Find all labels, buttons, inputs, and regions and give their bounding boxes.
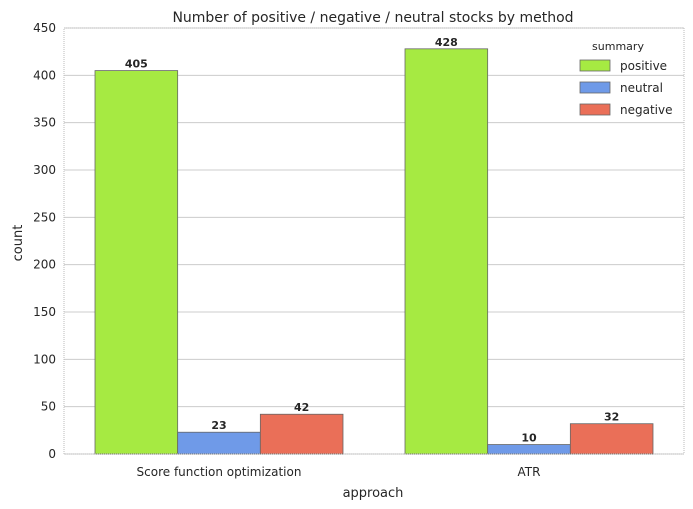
plot-frame bbox=[63, 27, 685, 455]
bar-neutral-0 bbox=[177, 431, 261, 455]
x-tick-label: ATR bbox=[518, 465, 541, 479]
y-tick-label: 50 bbox=[41, 400, 56, 414]
bar-neutral-1 bbox=[487, 444, 571, 455]
bar-value-label: 23 bbox=[211, 419, 226, 432]
legend-label-positive: positive bbox=[620, 59, 667, 73]
bar-negative-1 bbox=[569, 423, 654, 455]
bar-positive-0 bbox=[94, 70, 179, 455]
bar-value-label: 42 bbox=[294, 401, 309, 414]
y-axis-label: count bbox=[11, 225, 26, 262]
legend-swatch-positive bbox=[579, 59, 611, 72]
legend-swatch-neutral bbox=[579, 81, 611, 94]
y-tick-label: 0 bbox=[48, 447, 56, 461]
bar-negative-0 bbox=[259, 413, 344, 455]
x-axis-label: approach bbox=[343, 486, 404, 501]
legend: summary positive neutral negative bbox=[579, 40, 672, 117]
legend-title: summary bbox=[592, 40, 644, 53]
y-tick-label: 250 bbox=[33, 210, 56, 224]
y-tick-label: 450 bbox=[33, 21, 56, 35]
legend-label-neutral: neutral bbox=[620, 81, 663, 95]
x-tick-label: Score function optimization bbox=[137, 465, 302, 479]
legend-label-negative: negative bbox=[620, 103, 672, 117]
y-tick-label: 100 bbox=[33, 352, 56, 366]
chart-title: Number of positive / negative / neutral … bbox=[172, 10, 573, 26]
bar-value-label: 428 bbox=[435, 36, 458, 49]
y-tick-label: 350 bbox=[33, 116, 56, 130]
legend-swatch-negative bbox=[579, 103, 611, 116]
bars: 405 23 42 428 10 32 bbox=[94, 36, 654, 455]
y-tick-label: 300 bbox=[33, 163, 56, 177]
bar-positive-1 bbox=[404, 48, 489, 455]
bar-value-label: 405 bbox=[125, 58, 148, 71]
y-tick-label: 200 bbox=[33, 258, 56, 272]
bar-value-label: 32 bbox=[604, 411, 619, 424]
y-tick-label: 150 bbox=[33, 305, 56, 319]
y-tick-label: 400 bbox=[33, 68, 56, 82]
bar-value-label: 10 bbox=[521, 432, 537, 445]
x-axis-ticks: Score function optimization ATR bbox=[137, 465, 541, 479]
y-axis-ticks: 0 50 100 150 200 250 300 350 400 450 bbox=[33, 21, 56, 461]
